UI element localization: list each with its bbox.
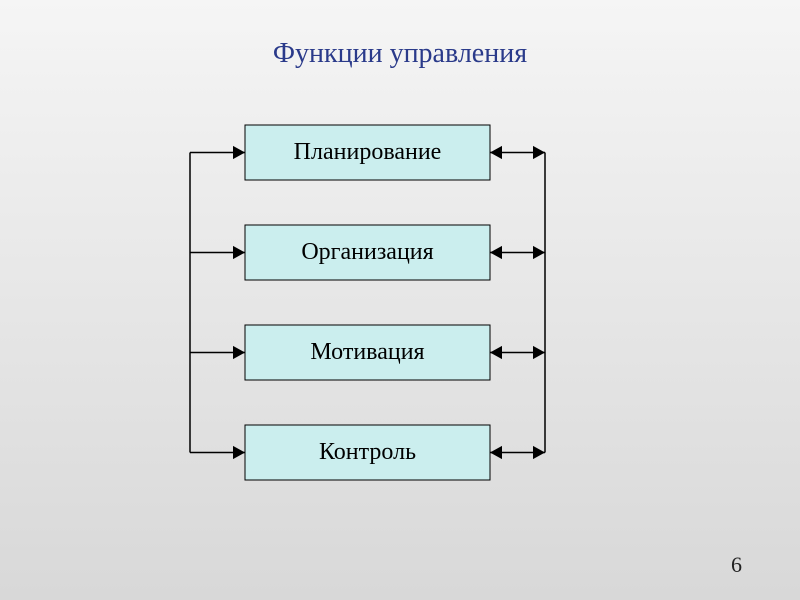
page-number: 6 <box>731 552 742 578</box>
node-label-n2: Организация <box>301 239 433 265</box>
node-label-n1: Планирование <box>294 139 442 165</box>
node-label-n4: Контроль <box>319 439 416 465</box>
node-label-n3: Мотивация <box>310 339 424 365</box>
flow-diagram: Планирование Организация Мотивация Контроль <box>0 0 800 600</box>
